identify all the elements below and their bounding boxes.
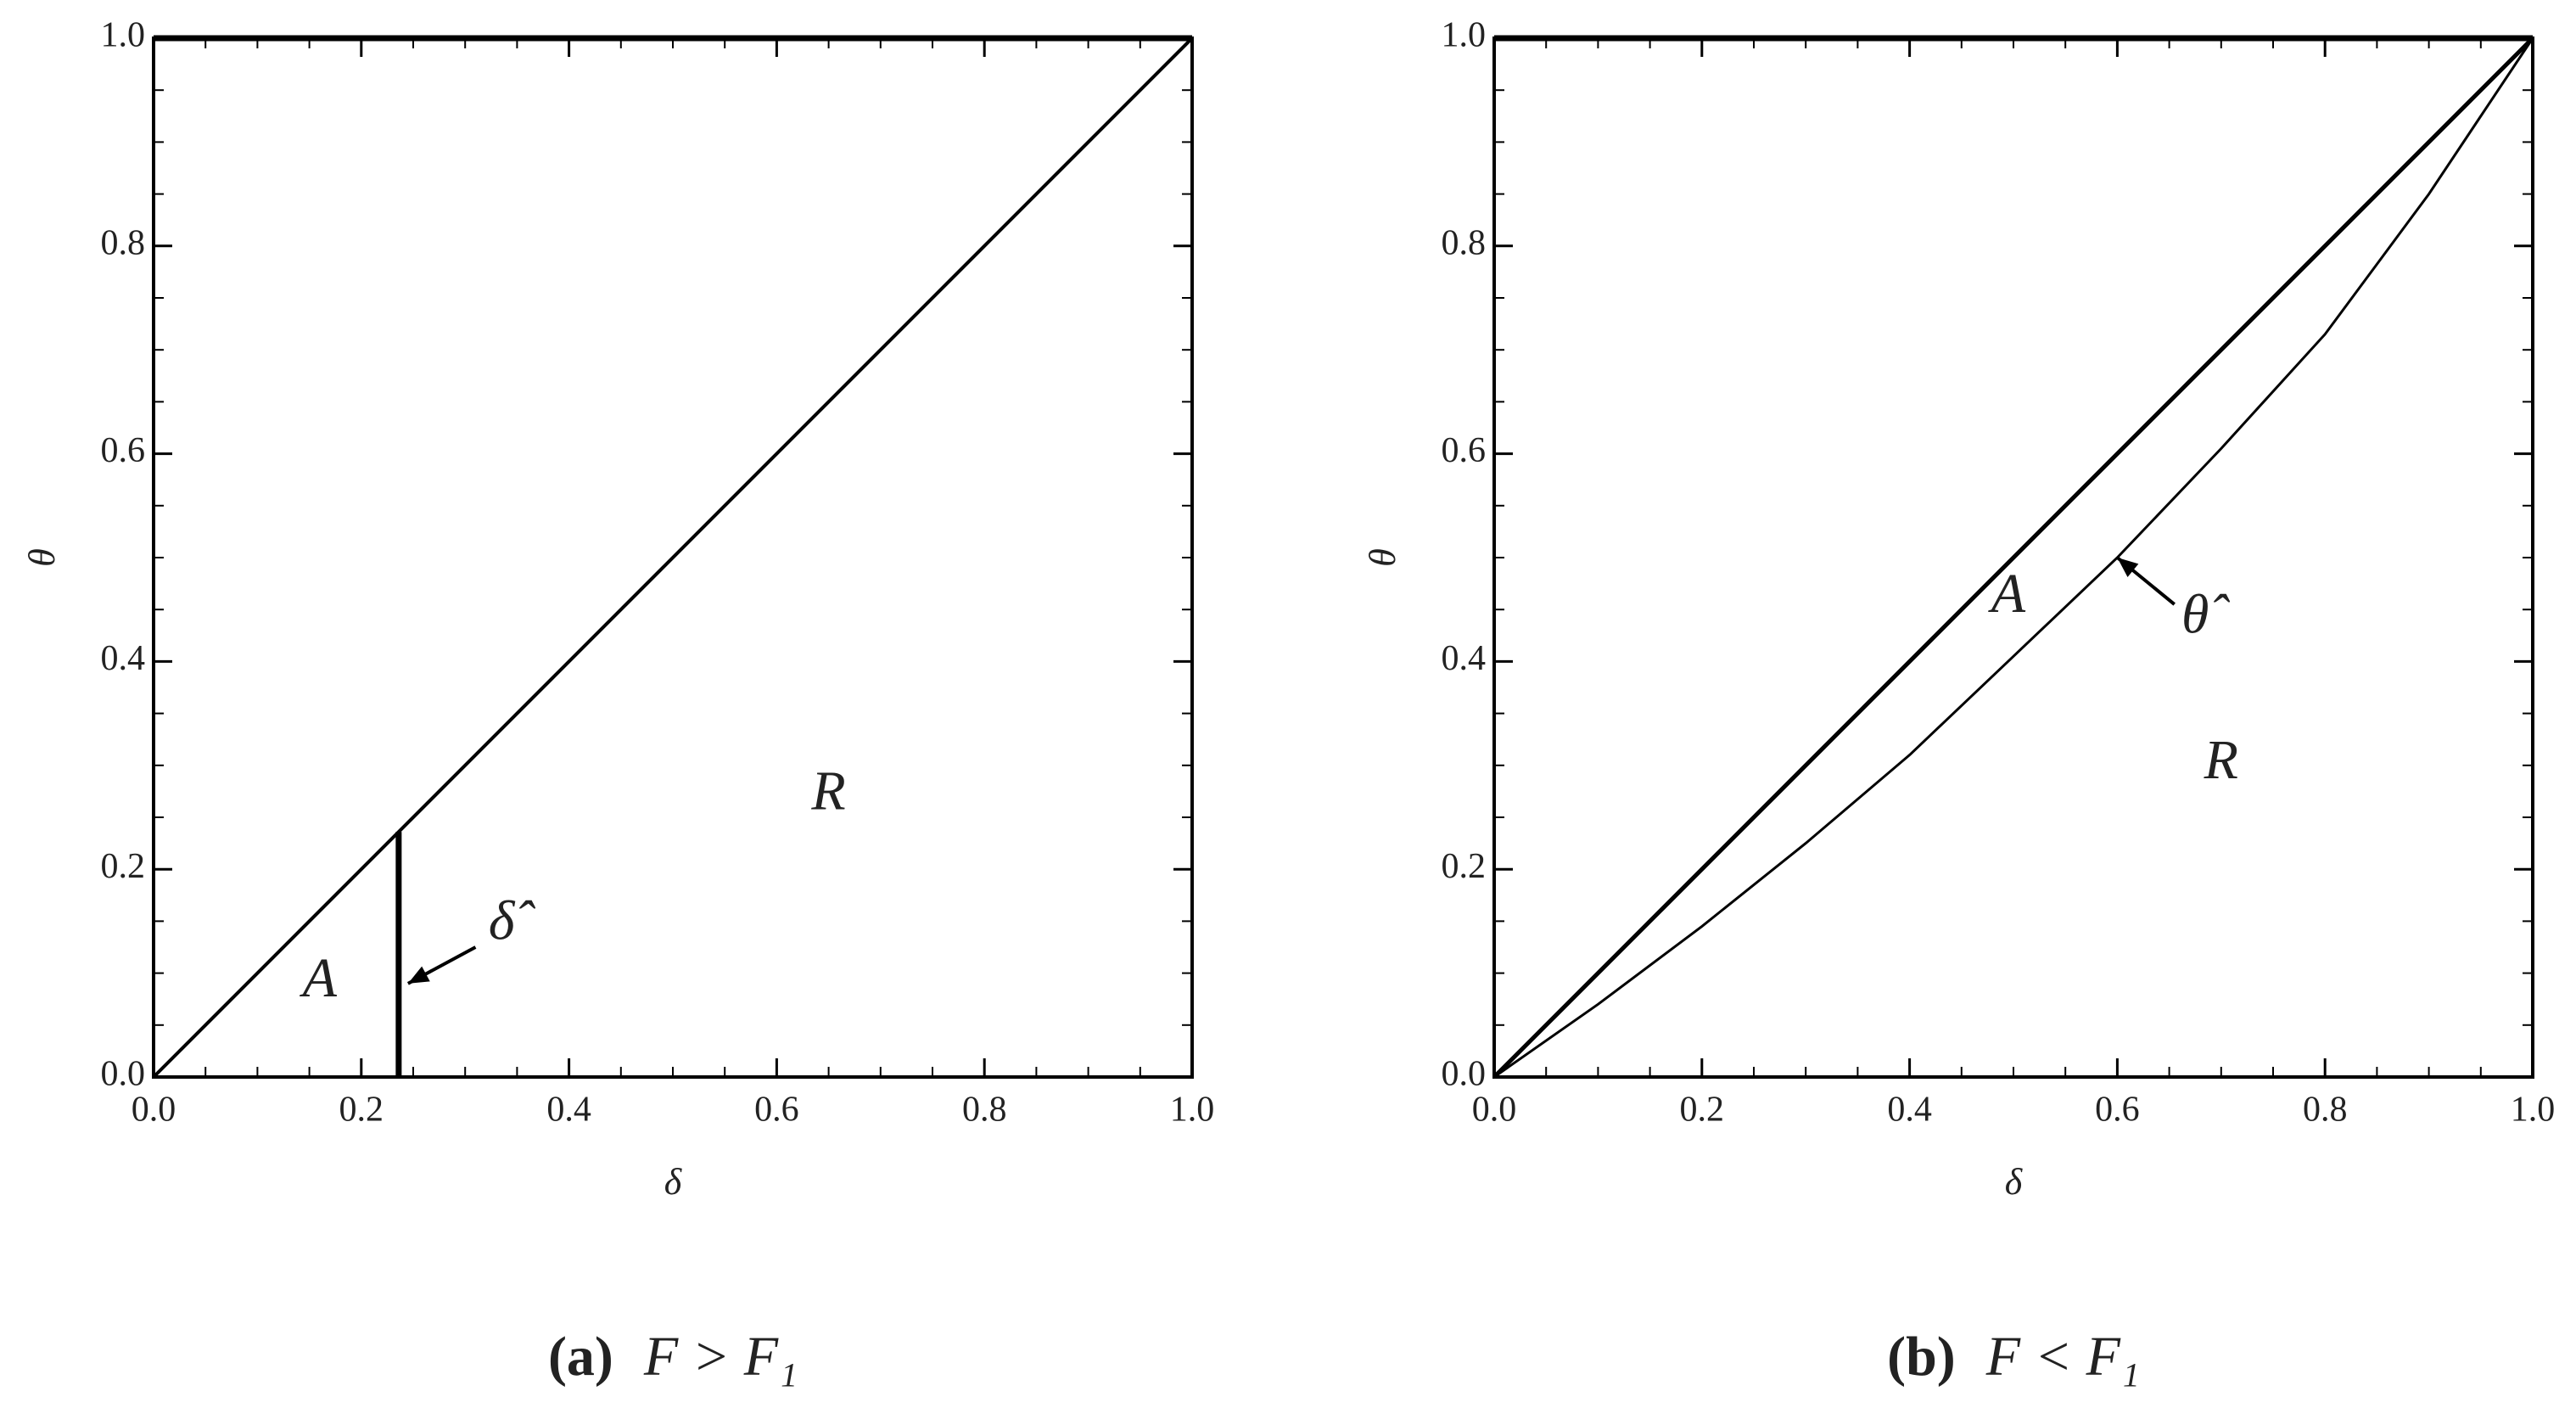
annotation: A (300, 947, 338, 1009)
y-axis-label: θ (1362, 548, 1403, 567)
x-tick-label: 1.0 (2511, 1091, 2556, 1130)
x-axis-label: δ (664, 1161, 683, 1203)
chart: 0.0 0.2 0.4 0.6 0.8 1.0 0.0 0.2 0.4 0.6 0.8 1.0 δ θ A R… (1362, 16, 2555, 1388)
x-tick-label: 0.6 (754, 1091, 799, 1130)
y-tick-label: 0.0 (1442, 1055, 1487, 1094)
y-tick-label: 0.8 (1442, 223, 1487, 262)
y-tick-label: 0.8 (101, 223, 146, 262)
x-tick-label: 0.0 (132, 1091, 176, 1130)
x-tick-label: 0.0 (1472, 1091, 1517, 1130)
x-tick-label: 0.2 (1680, 1091, 1725, 1130)
arrow-head (2117, 558, 2139, 578)
y-tick-label: 0.2 (1442, 847, 1487, 886)
x-tick-label: 1.0 (1170, 1091, 1215, 1130)
y-tick-label: 0.0 (101, 1055, 146, 1094)
y-tick-label: 0.6 (101, 431, 146, 470)
annotation: δ̂ (489, 890, 536, 952)
line (1492, 36, 2534, 1079)
annotation: A (1988, 563, 2026, 625)
y-axis-label: θ (21, 548, 63, 567)
caption: (b) F < F₁ (1887, 1326, 2140, 1388)
annotation: θ̂ (2181, 584, 2230, 646)
x-tick-label: 0.8 (962, 1091, 1007, 1130)
x-tick-label: 0.4 (1887, 1091, 1932, 1130)
annotation: R (810, 760, 845, 822)
x-tick-label: 0.8 (2303, 1091, 2348, 1130)
y-tick-label: 1.0 (101, 16, 146, 55)
caption-label: (b) (1887, 1326, 1956, 1388)
x-axis-label: δ (2005, 1161, 2024, 1203)
line (1493, 37, 2534, 1079)
caption: (a) F > F₁ (548, 1326, 798, 1388)
y-tick-label: 0.2 (101, 847, 146, 886)
chart: 0.0 0.2 0.4 0.6 0.8 1.0 0.0 0.2 0.4 0.6 0.8 1.0 δ θ A R… (21, 16, 1214, 1388)
y-tick-label: 0.4 (101, 639, 146, 678)
y-tick-label: 1.0 (1442, 16, 1487, 55)
y-tick-label: 0.4 (1442, 639, 1487, 678)
caption-text: F > F₁ (643, 1326, 798, 1388)
line (152, 36, 1194, 1079)
y-tick-label: 0.6 (1442, 431, 1487, 470)
caption-label: (a) (548, 1326, 613, 1388)
x-tick-label: 0.2 (339, 1091, 384, 1130)
x-tick-label: 0.6 (2095, 1091, 2140, 1130)
caption-text: F < F₁ (1985, 1326, 2140, 1388)
annotation: R (2204, 729, 2238, 791)
arrow-head (407, 966, 430, 984)
x-tick-label: 0.4 (546, 1091, 591, 1130)
